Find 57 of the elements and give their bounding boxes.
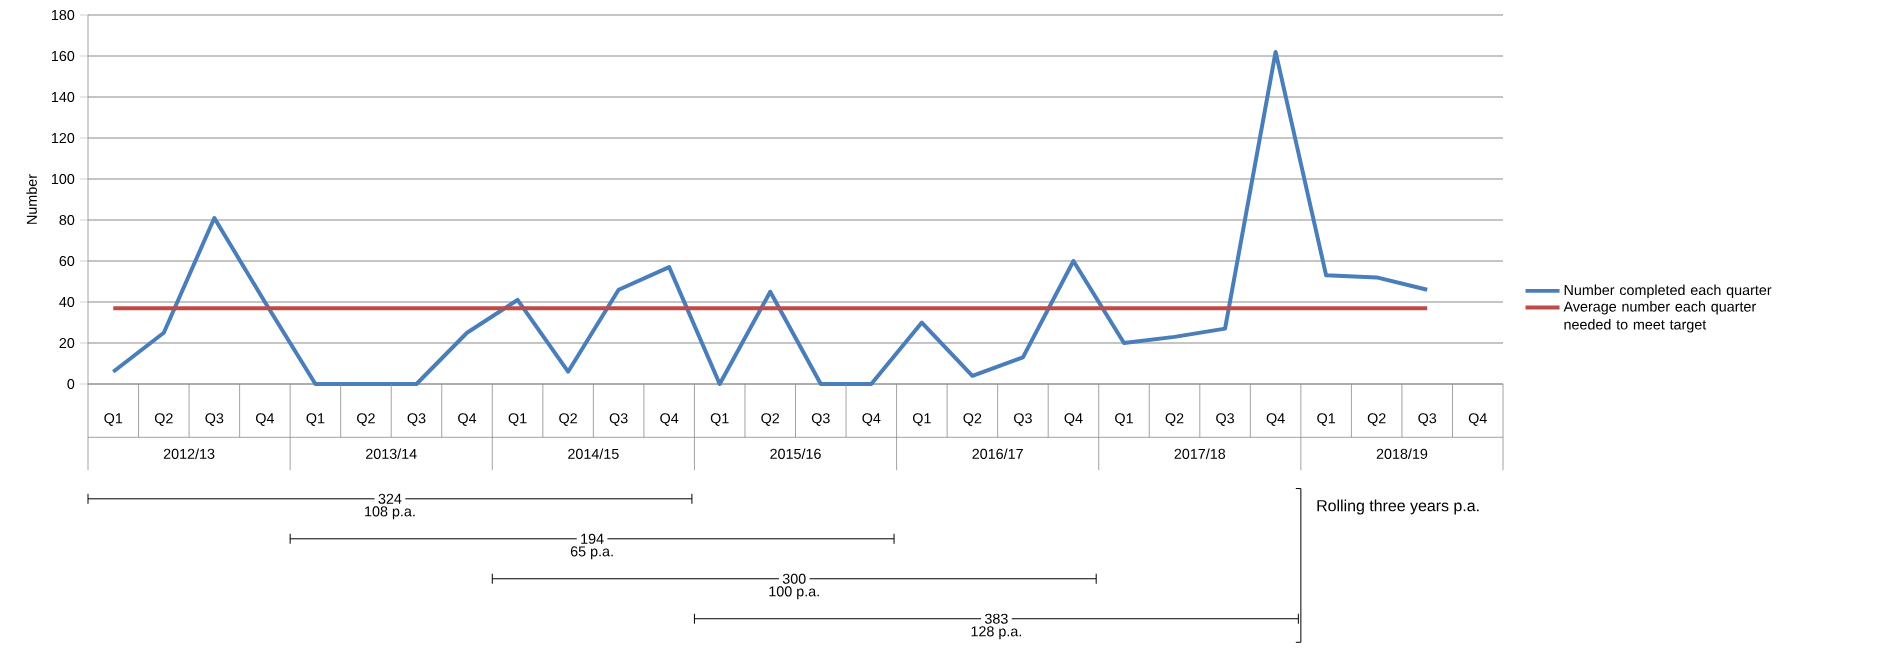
- y-tick-label: 0: [67, 378, 75, 390]
- text: 2013/14: [366, 448, 417, 459]
- x-tick-label: Q3: [1014, 413, 1032, 426]
- x-tick-label: Q4: [862, 413, 881, 426]
- text: 2014/15: [568, 448, 619, 459]
- text: 108 p.a.: [365, 506, 415, 520]
- y-tick-label: 20: [59, 337, 75, 349]
- y-tick-label: 140: [51, 91, 75, 103]
- x-tick-label: Q3: [1216, 413, 1234, 426]
- legend-label: Number completed each quarter: [1564, 284, 1772, 298]
- text: 2018/19: [1376, 448, 1428, 459]
- text: 100 p.a.: [769, 586, 819, 600]
- x-tick-label: Q2: [1367, 413, 1386, 426]
- x-tick-label: Q1: [306, 413, 325, 426]
- x-tick-label: Q2: [761, 413, 780, 426]
- x-tick-label: Q4: [256, 413, 275, 426]
- x-tick-label: Q1: [104, 413, 123, 426]
- y-tick-label: 80: [59, 214, 75, 226]
- y-tick-label: 160: [51, 50, 75, 62]
- x-tick-label: Q4: [1266, 413, 1285, 426]
- x-tick-label: Q4: [660, 413, 679, 426]
- x-tick-label: Q3: [1418, 413, 1437, 426]
- x-tick-label: Q4: [1468, 413, 1487, 426]
- text: 194: [581, 533, 604, 544]
- text: 2017/18: [1174, 448, 1226, 459]
- x-tick-label: Q2: [154, 413, 173, 426]
- y-tick-label: 60: [59, 255, 75, 267]
- y-tick-label: 120: [51, 132, 75, 144]
- x-tick-label: Q3: [205, 413, 224, 426]
- x-tick-label: Q1: [1317, 413, 1336, 426]
- text: 2016/17: [972, 448, 1023, 459]
- x-tick-label: Q1: [508, 413, 527, 426]
- x-tick-label: Q2: [357, 413, 375, 426]
- x-tick-label: Q3: [407, 413, 426, 426]
- x-tick-label: Q2: [1165, 413, 1184, 426]
- x-tick-label: Q2: [963, 413, 982, 426]
- y-axis-title: Number: [26, 174, 37, 224]
- legend-label: Average number each quarter needed to meet target: [1563, 301, 1756, 333]
- x-tick-label: Q3: [609, 413, 628, 426]
- y-tick-label: 40: [59, 296, 75, 308]
- text: 128 p.a.: [971, 626, 1021, 640]
- text: 383: [984, 613, 1008, 624]
- text: Rolling three years p.a.: [1317, 499, 1479, 515]
- x-tick-label: Q4: [1064, 413, 1083, 426]
- text: 300: [782, 573, 806, 584]
- x-tick-label: Q2: [559, 413, 577, 426]
- x-tick-label: Q4: [458, 413, 477, 426]
- x-tick-label: Q1: [1115, 413, 1133, 426]
- x-tick-label: Q1: [912, 413, 931, 426]
- text: 65 p.a.: [570, 546, 613, 560]
- x-tick-label: Q1: [710, 413, 729, 426]
- x-tick-label: Q3: [811, 413, 830, 426]
- y-tick-label: 180: [51, 9, 75, 21]
- text: 2012/13: [163, 448, 215, 459]
- text: 324: [378, 493, 402, 504]
- text: 2015/16: [770, 448, 821, 459]
- y-tick-label: 100: [51, 173, 75, 185]
